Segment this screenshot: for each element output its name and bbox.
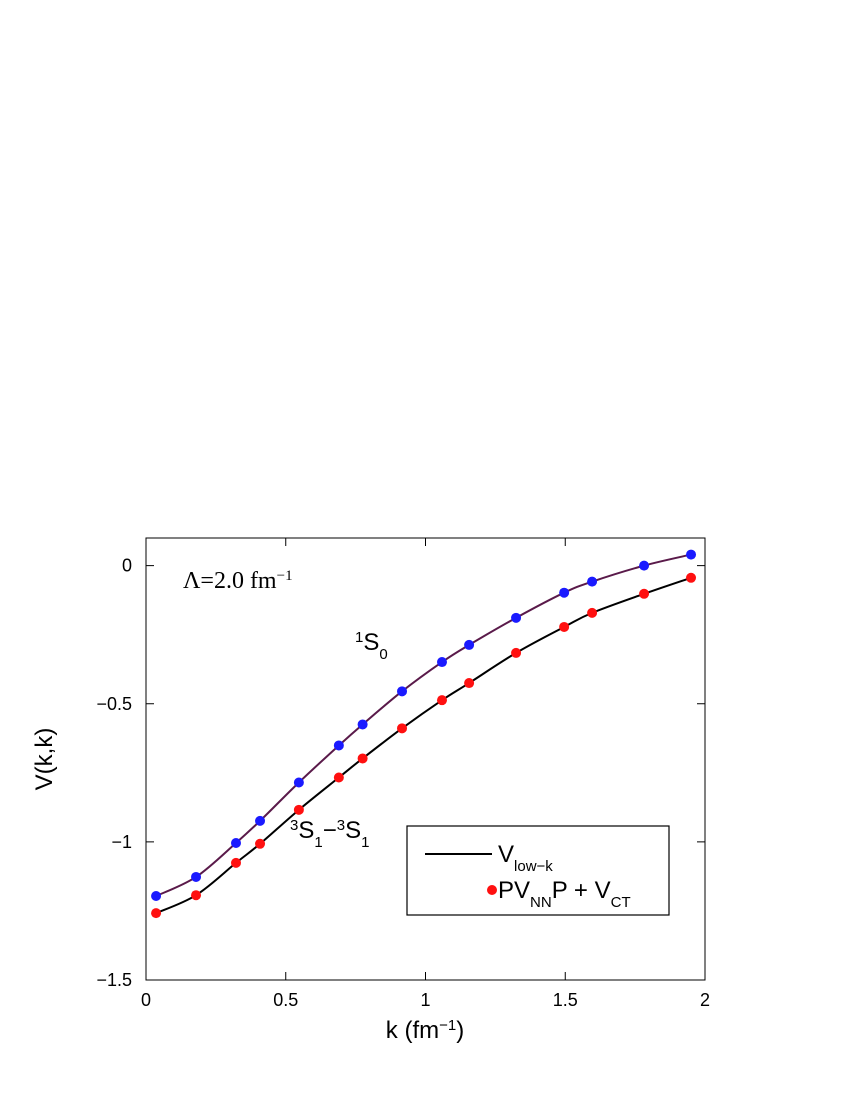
data-point — [230, 837, 241, 848]
text-part: V — [498, 841, 514, 868]
data-point — [464, 639, 475, 650]
text-part: 0 — [379, 646, 387, 663]
y-tick-label: 0 — [122, 556, 132, 576]
data-point — [255, 815, 266, 826]
text-part: −1 — [439, 1017, 456, 1034]
text-part: low−k — [514, 858, 553, 875]
legend-marker — [487, 885, 497, 895]
legend-label: Vlow−k — [498, 841, 553, 875]
y-axis-label: V(k,k) — [31, 728, 58, 791]
x-tick-label: 0 — [141, 990, 151, 1010]
data-point — [191, 890, 202, 901]
x-tick-label: 0.5 — [273, 990, 298, 1010]
x-tick-label: 1.5 — [553, 990, 578, 1010]
data-point — [559, 621, 570, 632]
annotation: 1S0 — [355, 629, 388, 663]
y-tick-label: −0.5 — [96, 694, 132, 714]
annotation: Λ=2.0 fm−1 — [183, 568, 293, 594]
text-part: 3 — [290, 817, 298, 834]
annotation: 3S1−3S1 — [290, 817, 369, 851]
text-part: − — [323, 817, 337, 844]
data-point — [293, 777, 304, 788]
text-part: −1 — [277, 568, 293, 584]
text-part: ) — [456, 1017, 464, 1044]
legend-label: PVNNP + VCT — [498, 877, 631, 911]
text-part: S — [298, 817, 314, 844]
y-tick-label: −1.5 — [96, 970, 132, 990]
data-point — [151, 908, 162, 919]
data-point — [357, 719, 368, 730]
text-part: S — [345, 817, 361, 844]
y-tick-label: −1 — [111, 832, 132, 852]
text-part: S — [363, 629, 379, 656]
text-part: CT — [611, 894, 631, 911]
x-axis-label: k (fm−1) — [386, 1017, 464, 1045]
data-point — [191, 871, 202, 882]
data-point — [397, 686, 408, 697]
data-point — [686, 549, 697, 560]
data-point — [639, 588, 650, 599]
data-point — [357, 753, 368, 764]
data-point — [333, 772, 344, 783]
text-part: k (fm — [386, 1017, 439, 1044]
data-point — [397, 723, 408, 734]
text-part: P + V — [552, 877, 611, 904]
data-point — [559, 587, 570, 598]
text-part: NN — [530, 894, 552, 911]
data-point — [255, 838, 266, 849]
text-part: 1 — [314, 834, 322, 851]
data-point — [587, 576, 598, 587]
data-point — [333, 740, 344, 751]
data-point — [293, 804, 304, 815]
data-point — [511, 612, 522, 623]
text-part: 1 — [361, 834, 369, 851]
data-point — [511, 647, 522, 658]
data-point — [230, 857, 241, 868]
data-point — [587, 607, 598, 618]
legend-box — [406, 825, 670, 916]
x-tick-label: 1 — [420, 990, 430, 1010]
data-point — [686, 572, 697, 583]
data-point — [151, 891, 162, 902]
text-part: Λ=2.0 fm — [183, 568, 277, 594]
text-part: 3 — [337, 817, 345, 834]
text-part: 1 — [355, 629, 363, 646]
x-tick-label: 2 — [700, 990, 710, 1010]
data-point — [639, 560, 650, 571]
data-point — [436, 657, 447, 668]
data-point — [464, 678, 475, 689]
text-part: PV — [498, 877, 530, 904]
data-point — [436, 695, 447, 706]
